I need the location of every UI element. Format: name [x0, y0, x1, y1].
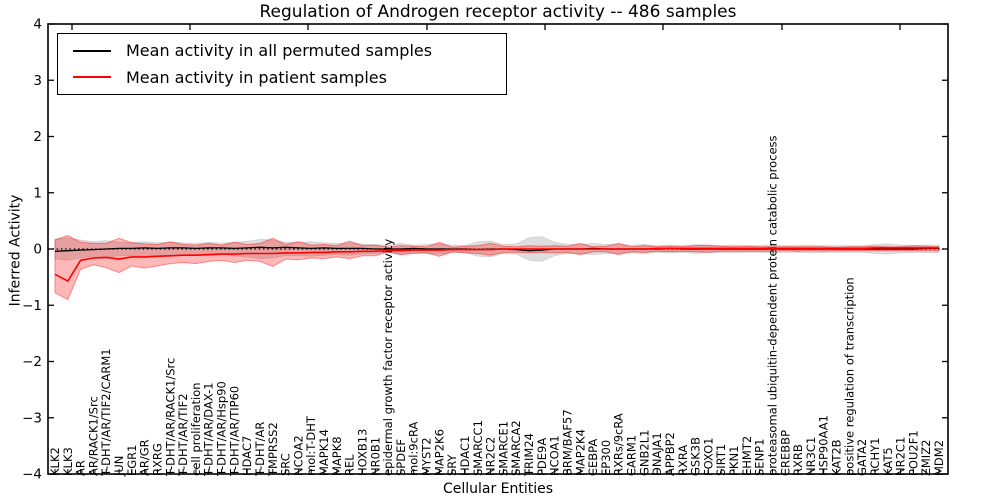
x-tick-label: TMPRSS2 [266, 422, 280, 477]
x-tick-label: epidermal growth factor receptor activit… [381, 239, 395, 476]
x-tick-label: KAT2B [830, 439, 844, 476]
x-tick-label: SENP1 [753, 439, 767, 476]
x-tick-label: mol:T-DHT [304, 415, 318, 476]
x-tick-label: T-DHT/AR/TIP60 [227, 386, 241, 477]
x-tick-label: MAP2K4 [573, 429, 587, 476]
x-tick-label: CREBBP [778, 430, 792, 476]
x-tick-label: NR2C1 [894, 437, 908, 476]
x-tick-label: AR/RACK1/Src [86, 396, 100, 476]
x-tick-label: T-DHT/AR/TIF2/CARM1 [99, 348, 113, 477]
x-tick-label: GSK3B [689, 437, 703, 476]
x-tick-label: NCOA2 [291, 435, 305, 476]
x-tick-label: MYST2 [420, 437, 434, 476]
patient-samples-range-band [54, 234, 940, 301]
x-tick-label: RXRB [791, 444, 805, 476]
x-tick-label: FOXO1 [701, 438, 715, 476]
x-tick-label: REL [343, 454, 357, 476]
x-tick-label: MAPK14 [317, 429, 331, 476]
x-tick-label: AR [74, 460, 88, 476]
legend-line-sample-red [73, 76, 111, 79]
x-tick-label: KAT5 [881, 447, 895, 476]
x-tick-label: PDE9A [535, 438, 549, 476]
x-tick-label: RXRA [676, 445, 690, 476]
x-tick-label: RXRs/9cRA [612, 413, 626, 476]
legend-line-sample-black [73, 49, 111, 52]
x-tick-label: T-DHT/AR/Hsp90 [215, 381, 229, 477]
y-tick-label: −3 [22, 410, 42, 426]
y-tick-label: 4 [33, 17, 42, 33]
x-tick-label: SIRT1 [714, 444, 728, 476]
patient-mean-line [54, 247, 939, 282]
x-tick-label: SMARCC1 [471, 420, 485, 476]
x-tick-label: RCHY1 [868, 438, 882, 476]
x-tick-label: positive regulation of transcription [842, 277, 856, 476]
x-tick-label: EGR1 [125, 445, 139, 477]
x-tick-label: MAPK8 [330, 436, 344, 476]
y-tick-label: −2 [22, 354, 42, 370]
x-tick-label: CEBPA [586, 439, 600, 476]
x-tick-label: T-DHT/AR/RACK1/Src [163, 358, 177, 477]
x-tick-label: SMARCA2 [509, 420, 523, 476]
y-axis-label: Inferred Activity [7, 194, 24, 307]
x-tick-label: NR0B1 [368, 437, 382, 476]
x-tick-label: mol:9cRA [407, 422, 421, 476]
x-tick-label: NCOA1 [548, 435, 562, 476]
x-tick-label: BRM/BAF57 [561, 409, 575, 476]
x-tick-label: GATA2 [855, 439, 869, 476]
y-tick-label: −1 [22, 298, 42, 314]
x-tick-label: SRC [279, 453, 293, 476]
x-tick-label: KLK2 [48, 447, 62, 476]
x-tick-label: MAP2K6 [432, 429, 446, 476]
x-tick-label: T-DHT/AR [253, 422, 267, 477]
x-tick-label: GNB2L1 [637, 430, 651, 476]
x-tick-label: POU2F1 [906, 430, 920, 476]
x-tick-label: HOXB13 [356, 429, 370, 476]
y-tick-label: 0 [33, 242, 42, 258]
legend: Mean activity in all permuted samples Me… [57, 33, 507, 95]
x-tick-label: proteasomal ubiquitin-dependent protein … [765, 135, 779, 476]
y-tick-label: 2 [33, 129, 42, 145]
x-tick-label: HDAC1 [458, 436, 472, 476]
x-tick-label: DNAJA1 [650, 432, 664, 476]
x-tick-label: APPBP2 [663, 432, 677, 476]
x-tick-label: AR/GR [138, 439, 152, 476]
x-tick-label: HSP90AA1 [817, 415, 831, 476]
x-tick-label: SPDEF [394, 439, 408, 476]
x-tick-label: EP300 [599, 440, 613, 476]
x-tick-label: SRY [445, 453, 459, 476]
y-tick-label: 1 [33, 185, 42, 201]
x-tick-label: TRIM24 [522, 433, 536, 477]
legend-item-patient: Mean activity in patient samples [58, 68, 506, 87]
x-tick-label: RXRG [151, 443, 165, 476]
x-tick-label: PKN1 [727, 446, 741, 476]
x-tick-label: HDAC7 [240, 436, 254, 476]
legend-item-permuted: Mean activity in all permuted samples [58, 41, 506, 60]
x-tick-label: KLK3 [61, 447, 75, 476]
y-tick-label: 3 [33, 73, 42, 89]
x-tick-label: CARM1 [625, 435, 639, 476]
x-tick-label: cell proliferation [189, 382, 203, 476]
chart-title: Regulation of Androgen receptor activity… [259, 2, 737, 22]
x-tick-label: NR2C2 [484, 437, 498, 476]
x-tick-label: EHMT2 [740, 436, 754, 476]
x-tick-label: T-DHT/AR/TIF2 [176, 393, 190, 477]
x-tick-label: NR3C1 [804, 437, 818, 476]
x-tick-label: T-DHT/AR/DAX-1 [202, 382, 216, 477]
x-tick-label: SMARCE1 [496, 421, 510, 476]
x-tick-label: ZMIZ2 [919, 440, 933, 476]
x-axis-label: Cellular Entities [442, 481, 554, 497]
x-tick-label: MDM2 [932, 440, 946, 476]
x-tick-label: JUN [112, 456, 126, 477]
y-tick-label: −4 [22, 467, 42, 483]
legend-label: Mean activity in patient samples [126, 67, 387, 87]
legend-label: Mean activity in all permuted samples [126, 41, 433, 61]
